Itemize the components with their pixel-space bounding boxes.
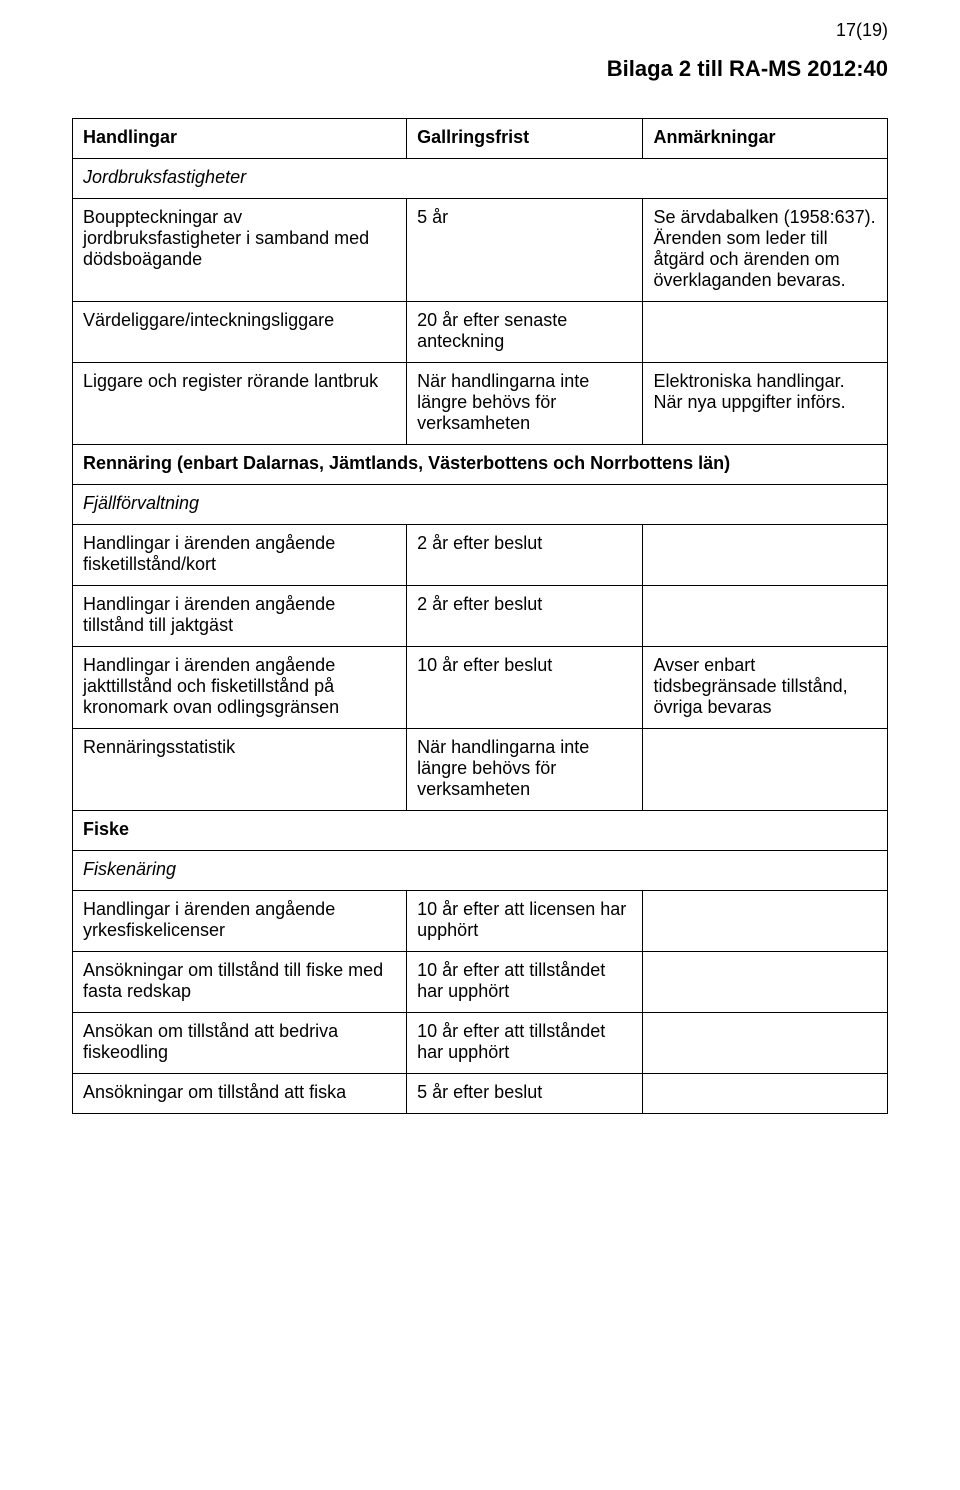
cell-anmarkningar (643, 729, 888, 811)
cell-gallringsfrist: 2 år efter beslut (407, 586, 643, 647)
table-row: Liggare och register rörande lantbrukNär… (73, 363, 888, 445)
th-anmarkningar: Anmärkningar (643, 119, 888, 159)
cell-anmarkningar (643, 1074, 888, 1114)
cell-anmarkningar (643, 525, 888, 586)
page-number: 17(19) (836, 20, 888, 41)
cell-handlingar: Rennäring (enbart Dalarnas, Jämtlands, V… (73, 445, 888, 485)
cell-handlingar: Ansökningar om tillstånd till fiske med … (73, 952, 407, 1013)
table-body: JordbruksfastigheterBouppteckningar av j… (73, 159, 888, 1114)
cell-handlingar: Bouppteckningar av jordbruksfastigheter … (73, 199, 407, 302)
table-row: Fiske (73, 811, 888, 851)
appendix-title: Bilaga 2 till RA-MS 2012:40 (72, 56, 888, 82)
cell-anmarkningar (643, 891, 888, 952)
cell-handlingar: Ansökan om tillstånd att bedriva fiskeod… (73, 1013, 407, 1074)
cell-handlingar: Ansökningar om tillstånd att fiska (73, 1074, 407, 1114)
cell-handlingar: Handlingar i ärenden angående tillstånd … (73, 586, 407, 647)
cell-gallringsfrist: 10 år efter att tillståndet har upphört (407, 952, 643, 1013)
cell-gallringsfrist: 10 år efter att tillståndet har upphört (407, 1013, 643, 1074)
table-row: Jordbruksfastigheter (73, 159, 888, 199)
table-row: Handlingar i ärenden angående yrkesfiske… (73, 891, 888, 952)
table-header-row: Handlingar Gallringsfrist Anmärkningar (73, 119, 888, 159)
table-row: RennäringsstatistikNär handlingarna inte… (73, 729, 888, 811)
table-row: Handlingar i ärenden angående jakttillst… (73, 647, 888, 729)
cell-handlingar: Liggare och register rörande lantbruk (73, 363, 407, 445)
table-row: Bouppteckningar av jordbruksfastigheter … (73, 199, 888, 302)
cell-anmarkningar (643, 586, 888, 647)
cell-gallringsfrist: 20 år efter senaste anteckning (407, 302, 643, 363)
table-row: Ansökningar om tillstånd att fiska5 år e… (73, 1074, 888, 1114)
cell-anmarkningar: Avser enbart tidsbegränsade tillstånd, ö… (643, 647, 888, 729)
cell-handlingar: Rennäringsstatistik (73, 729, 407, 811)
cell-gallringsfrist: 2 år efter beslut (407, 525, 643, 586)
cell-anmarkningar (643, 302, 888, 363)
cell-handlingar: Fiskenäring (73, 851, 888, 891)
table-row: Rennäring (enbart Dalarnas, Jämtlands, V… (73, 445, 888, 485)
table-row: Fjällförvaltning (73, 485, 888, 525)
cell-anmarkningar: Elektroniska handlingar. När nya uppgift… (643, 363, 888, 445)
cell-gallringsfrist: När handlingarna inte längre behövs för … (407, 729, 643, 811)
cell-anmarkningar (643, 952, 888, 1013)
cell-anmarkningar: Se ärvdabalken (1958:637). Ärenden som l… (643, 199, 888, 302)
cell-handlingar: Handlingar i ärenden angående fisketills… (73, 525, 407, 586)
cell-gallringsfrist: När handlingarna inte längre behövs för … (407, 363, 643, 445)
page-container: 17(19) Bilaga 2 till RA-MS 2012:40 Handl… (0, 0, 960, 1490)
table-row: Handlingar i ärenden angående fisketills… (73, 525, 888, 586)
th-gallringsfrist: Gallringsfrist (407, 119, 643, 159)
cell-gallringsfrist: 10 år efter att licensen har upphört (407, 891, 643, 952)
cell-handlingar: Fjällförvaltning (73, 485, 888, 525)
th-handlingar: Handlingar (73, 119, 407, 159)
cell-gallringsfrist: 5 år efter beslut (407, 1074, 643, 1114)
cell-anmarkningar (643, 1013, 888, 1074)
table-row: Ansökan om tillstånd att bedriva fiskeod… (73, 1013, 888, 1074)
main-table: Handlingar Gallringsfrist Anmärkningar J… (72, 118, 888, 1114)
cell-handlingar: Handlingar i ärenden angående jakttillst… (73, 647, 407, 729)
cell-handlingar: Jordbruksfastigheter (73, 159, 888, 199)
table-row: Fiskenäring (73, 851, 888, 891)
cell-handlingar: Handlingar i ärenden angående yrkesfiske… (73, 891, 407, 952)
cell-gallringsfrist: 10 år efter beslut (407, 647, 643, 729)
table-row: Värdeliggare/inteckningsliggare20 år eft… (73, 302, 888, 363)
table-row: Handlingar i ärenden angående tillstånd … (73, 586, 888, 647)
cell-handlingar: Fiske (73, 811, 888, 851)
cell-gallringsfrist: 5 år (407, 199, 643, 302)
table-row: Ansökningar om tillstånd till fiske med … (73, 952, 888, 1013)
cell-handlingar: Värdeliggare/inteckningsliggare (73, 302, 407, 363)
